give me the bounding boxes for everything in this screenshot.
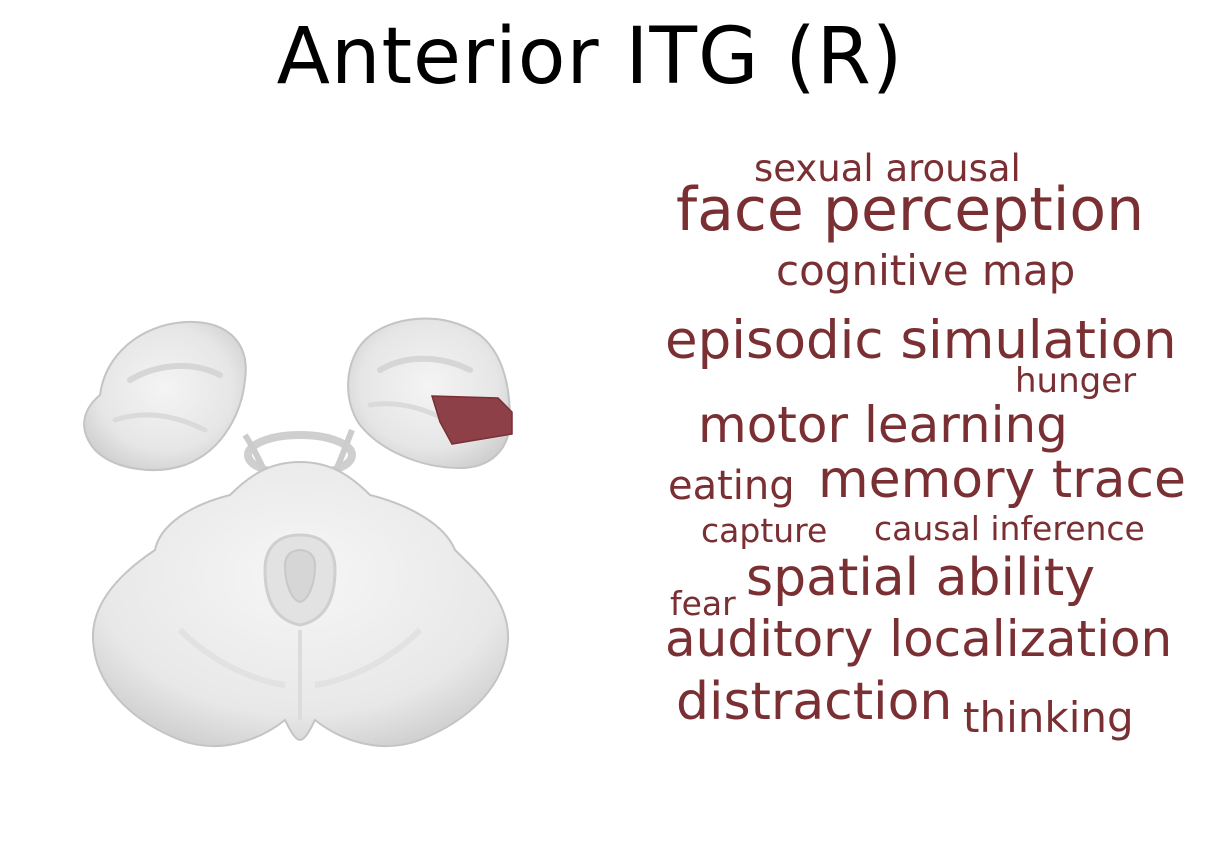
word-hunger: hunger [1015,361,1137,401]
word-auditory-localization: auditory localization [665,610,1173,668]
word-spatial-ability: spatial ability [746,548,1096,608]
word-fear: fear [670,584,736,623]
word-thinking: thinking [963,693,1134,742]
word-distraction: distraction [676,672,953,732]
brain-axial-slice [83,317,513,748]
left-temporal-lobe [83,320,247,471]
word-motor-learning: motor learning [698,396,1068,454]
word-memory-trace: memory trace [818,450,1187,510]
word-causal-inference: causal inference [874,509,1145,548]
word-sexual-arousal: sexual arousal [754,147,1021,190]
word-eating: eating [668,463,795,509]
word-episodic-simulation: episodic simulation [665,310,1177,371]
right-temporal-lobe [347,317,512,470]
figure-title: Anterior ITG (R) [276,12,904,102]
word-cognitive-map: cognitive map [776,246,1076,295]
word-face-perception: face perception [676,175,1145,245]
highlight-region-anterior-itg-r [430,395,513,445]
word-capture: capture [701,511,828,550]
